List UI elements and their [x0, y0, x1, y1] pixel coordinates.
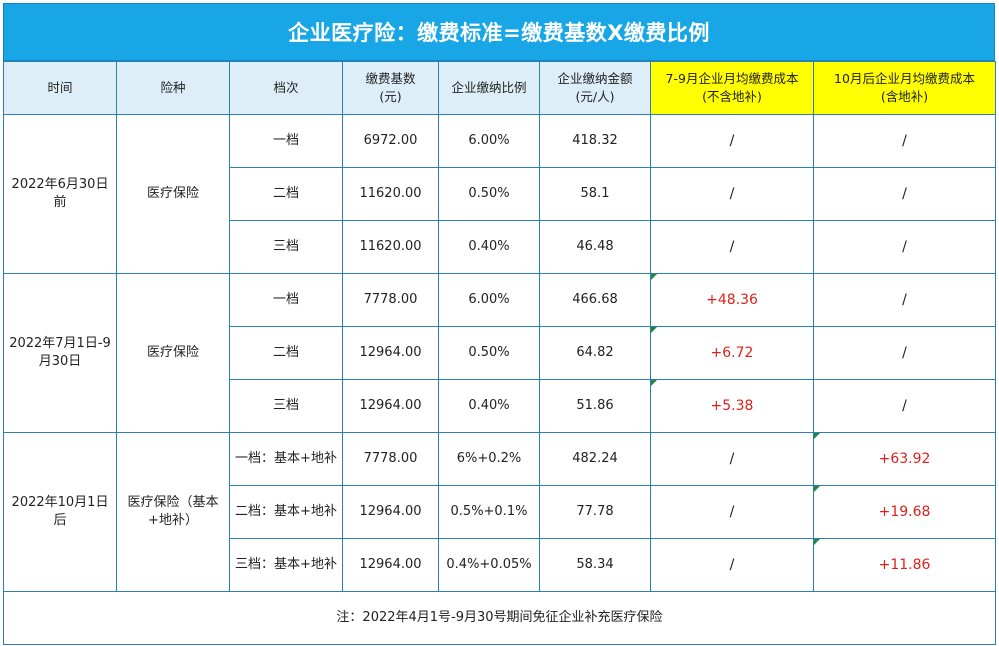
cell-amount[interactable]: 418.32 — [539, 114, 651, 168]
cell-insurance-type[interactable]: 医疗保险 — [116, 273, 230, 433]
header-row: 时间 险种 档次 缴费基数 (元) 企业缴纳比例 企业缴纳金额 (元/人) 7-… — [3, 61, 996, 115]
table-row: 2022年6月30日前 医疗保险 一档 6972.00 6.00% 418.32… — [3, 114, 996, 274]
cell-amount[interactable]: 64.82 — [539, 326, 651, 380]
cell-base[interactable]: 12964.00 — [342, 538, 439, 592]
note-row: 注：2022年4月1号-9月30号期间免征企业补充医疗保险 — [3, 591, 996, 645]
cell-tier[interactable]: 三档 — [229, 220, 343, 274]
cell-base[interactable]: 12964.00 — [342, 485, 439, 539]
cell-tier[interactable]: 一档 — [229, 273, 343, 327]
cell-time[interactable]: 2022年10月1日后 — [3, 432, 117, 592]
cell-tier[interactable]: 二档：基本+地补 — [229, 485, 343, 539]
cell-amount[interactable]: 77.78 — [539, 485, 651, 539]
cell-rate[interactable]: 0.50% — [438, 326, 540, 380]
cell-cost-after-oct[interactable]: / — [813, 326, 996, 380]
cell-cost-jul-sep[interactable]: / — [650, 485, 814, 539]
cell-time[interactable]: 2022年7月1日-9月30日 — [3, 273, 117, 433]
table-title: 企业医疗险：缴费标准=缴费基数X缴费比例 — [3, 3, 995, 61]
cell-tier[interactable]: 一档：基本+地补 — [229, 432, 343, 486]
cell-amount[interactable]: 51.86 — [539, 379, 651, 433]
cell-amount[interactable]: 466.68 — [539, 273, 651, 327]
header-cost-jul-sep[interactable]: 7-9月企业月均缴费成本 (不含地补) — [650, 61, 814, 115]
cell-base[interactable]: 7778.00 — [342, 273, 439, 327]
cell-tier[interactable]: 一档 — [229, 114, 343, 168]
table-row: 二档 11620.00 0.50% 58.1 / / — [4, 167, 996, 221]
table-row: 二档：基本+地补 12964.00 0.5%+0.1% 77.78 / +19.… — [4, 485, 996, 539]
cell-rate[interactable]: 0.50% — [438, 167, 540, 221]
cell-cost-after-oct[interactable]: / — [813, 220, 996, 274]
header-insurance-type[interactable]: 险种 — [116, 61, 230, 115]
cell-cost-jul-sep[interactable]: +48.36 — [650, 273, 814, 327]
cell-base[interactable]: 7778.00 — [342, 432, 439, 486]
cell-cost-jul-sep[interactable]: / — [650, 432, 814, 486]
cell-insurance-type[interactable]: 医疗保险 — [116, 114, 230, 274]
cell-base[interactable]: 11620.00 — [342, 220, 439, 274]
cell-tier[interactable]: 三档 — [229, 379, 343, 433]
cell-cost-jul-sep[interactable]: +6.72 — [650, 326, 814, 380]
spreadsheet: 企业医疗险：缴费标准=缴费基数X缴费比例 时间 险种 档次 缴费基数 (元) 企… — [3, 3, 996, 645]
cell-tier[interactable]: 二档 — [229, 167, 343, 221]
cell-rate[interactable]: 0.5%+0.1% — [438, 485, 540, 539]
table-row: 三档 12964.00 0.40% 51.86 +5.38 / — [4, 379, 996, 433]
cell-rate[interactable]: 6.00% — [438, 273, 540, 327]
cell-cost-jul-sep[interactable]: / — [650, 167, 814, 221]
cell-rate[interactable]: 6%+0.2% — [438, 432, 540, 486]
header-base[interactable]: 缴费基数 (元) — [342, 61, 439, 115]
footnote[interactable]: 注：2022年4月1号-9月30号期间免征企业补充医疗保险 — [3, 591, 996, 645]
table-row: 2022年7月1日-9月30日 医疗保险 一档 7778.00 6.00% 46… — [3, 273, 996, 433]
cell-amount[interactable]: 58.34 — [539, 538, 651, 592]
cell-cost-after-oct[interactable]: / — [813, 273, 996, 327]
cell-tier[interactable]: 三档：基本+地补 — [229, 538, 343, 592]
table-row: 三档：基本+地补 12964.00 0.4%+0.05% 58.34 / +11… — [4, 538, 996, 592]
header-rate[interactable]: 企业缴纳比例 — [438, 61, 540, 115]
insurance-table: 时间 险种 档次 缴费基数 (元) 企业缴纳比例 企业缴纳金额 (元/人) 7-… — [3, 61, 996, 645]
cell-tier[interactable]: 二档 — [229, 326, 343, 380]
cell-insurance-type[interactable]: 医疗保险（基本+地补） — [116, 432, 230, 592]
cell-amount[interactable]: 482.24 — [539, 432, 651, 486]
cell-cost-jul-sep[interactable]: +5.38 — [650, 379, 814, 433]
cell-cost-after-oct[interactable]: +63.92 — [813, 432, 996, 486]
cell-base[interactable]: 6972.00 — [342, 114, 439, 168]
header-tier[interactable]: 档次 — [229, 61, 343, 115]
header-cost-after-oct[interactable]: 10月后企业月均缴费成本 (含地补) — [813, 61, 996, 115]
table-row: 三档 11620.00 0.40% 46.48 / / — [4, 220, 996, 274]
cell-base[interactable]: 12964.00 — [342, 379, 439, 433]
cell-rate[interactable]: 0.40% — [438, 379, 540, 433]
cell-amount[interactable]: 46.48 — [539, 220, 651, 274]
cell-rate[interactable]: 0.4%+0.05% — [438, 538, 540, 592]
cell-cost-after-oct[interactable]: / — [813, 167, 996, 221]
cell-cost-after-oct[interactable]: / — [813, 114, 996, 168]
cell-cost-jul-sep[interactable]: / — [650, 114, 814, 168]
cell-cost-after-oct[interactable]: / — [813, 379, 996, 433]
cell-rate[interactable]: 0.40% — [438, 220, 540, 274]
cell-cost-jul-sep[interactable]: / — [650, 538, 814, 592]
header-amount[interactable]: 企业缴纳金额 (元/人) — [539, 61, 651, 115]
cell-rate[interactable]: 6.00% — [438, 114, 540, 168]
cell-cost-after-oct[interactable]: +19.68 — [813, 485, 996, 539]
header-time[interactable]: 时间 — [3, 61, 117, 115]
cell-time[interactable]: 2022年6月30日前 — [3, 114, 117, 274]
cell-cost-after-oct[interactable]: +11.86 — [813, 538, 996, 592]
cell-amount[interactable]: 58.1 — [539, 167, 651, 221]
cell-base[interactable]: 11620.00 — [342, 167, 439, 221]
cell-base[interactable]: 12964.00 — [342, 326, 439, 380]
table-row: 2022年10月1日后 医疗保险（基本+地补） 一档：基本+地补 7778.00… — [3, 432, 996, 592]
cell-cost-jul-sep[interactable]: / — [650, 220, 814, 274]
table-row: 二档 12964.00 0.50% 64.82 +6.72 / — [4, 326, 996, 380]
